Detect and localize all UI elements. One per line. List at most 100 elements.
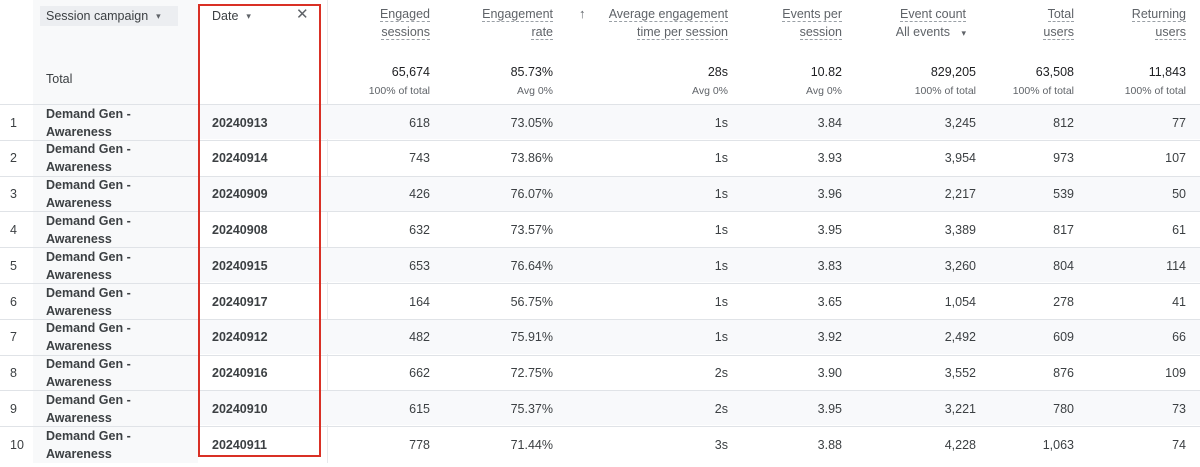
header-events-per-session[interactable]: Events per session bbox=[782, 7, 842, 40]
sort-ascending-arrow-icon[interactable]: ↑ bbox=[579, 6, 586, 21]
cell-session-campaign: Demand Gen - Awareness bbox=[46, 213, 131, 246]
row-background bbox=[198, 319, 1200, 354]
cell-engagement-rate: 75.91% bbox=[510, 330, 553, 345]
remove-dimension-close-icon[interactable]: ✕ bbox=[296, 6, 309, 23]
header-returning-users[interactable]: Returning users bbox=[1131, 7, 1186, 40]
session-campaign-label: Session campaign bbox=[46, 9, 149, 23]
cell-events-per-session: 3.93 bbox=[817, 151, 842, 166]
cell-event-count: 3,954 bbox=[944, 151, 976, 166]
cell-returning-users: 109 bbox=[1165, 366, 1186, 381]
cell-engaged-sessions: 653 bbox=[409, 258, 430, 273]
cell-total-users: 876 bbox=[1053, 366, 1074, 381]
table-row[interactable]: 3 Demand Gen - Awareness 20240909 426 76.07%… bbox=[0, 175, 1200, 211]
cell-engagement-rate: 76.07% bbox=[510, 187, 553, 202]
dimension-metric-divider bbox=[327, 0, 328, 463]
cell-date: 20240909 bbox=[212, 187, 268, 202]
cell-engaged-sessions: 426 bbox=[409, 187, 430, 202]
cell-events-per-session: 3.88 bbox=[817, 437, 842, 452]
table-row[interactable]: 5 Demand Gen - Awareness 20240915 653 76.64%… bbox=[0, 247, 1200, 283]
total-event-count: 829,205 100% of total bbox=[914, 65, 976, 97]
cell-returning-users: 77 bbox=[1172, 115, 1186, 130]
cell-session-campaign: Demand Gen - Awareness bbox=[46, 428, 131, 461]
cell-engaged-sessions: 662 bbox=[409, 366, 430, 381]
chevron-down-icon: ▾ bbox=[246, 10, 251, 21]
event-filter-selector[interactable]: All events ▾ bbox=[895, 25, 966, 39]
table-row[interactable]: 8 Demand Gen - Awareness 20240916 662 72.75%… bbox=[0, 354, 1200, 390]
row-index: 2 bbox=[10, 151, 17, 166]
cell-engaged-sessions: 615 bbox=[409, 401, 430, 416]
row-index: 9 bbox=[10, 401, 17, 416]
cell-date: 20240914 bbox=[212, 151, 268, 166]
cell-date: 20240910 bbox=[212, 401, 268, 416]
cell-average-engagement-time: 1s bbox=[714, 187, 728, 202]
table-row[interactable]: 9 Demand Gen - Awareness 20240910 615 75.37%… bbox=[0, 390, 1200, 426]
table-row[interactable]: 4 Demand Gen - Awareness 20240908 632 73.57%… bbox=[0, 211, 1200, 246]
cell-total-users: 539 bbox=[1053, 187, 1074, 202]
cell-event-count: 4,228 bbox=[944, 437, 976, 452]
header-engaged-sessions[interactable]: Engaged sessions bbox=[379, 7, 430, 40]
cell-event-count: 3,260 bbox=[944, 258, 976, 273]
total-total-users: 63,508 100% of total bbox=[1012, 65, 1074, 97]
header-engagement-rate[interactable]: Engagement rate bbox=[482, 7, 553, 40]
totals-label: Total bbox=[46, 72, 73, 86]
campaign-column-background bbox=[33, 0, 198, 463]
cell-total-users: 804 bbox=[1053, 258, 1074, 273]
cell-session-campaign: Demand Gen - Awareness bbox=[46, 178, 131, 211]
cell-total-users: 812 bbox=[1053, 115, 1074, 130]
cell-event-count: 2,492 bbox=[944, 330, 976, 345]
cell-returning-users: 66 bbox=[1172, 330, 1186, 345]
table-row[interactable]: 1 Demand Gen - Awareness 20240913 618 73.05%… bbox=[0, 104, 1200, 139]
date-column-highlight-box bbox=[198, 4, 321, 457]
cell-events-per-session: 3.65 bbox=[817, 294, 842, 309]
table-row[interactable]: 7 Demand Gen - Awareness 20240912 482 75.91%… bbox=[0, 318, 1200, 354]
cell-returning-users: 50 bbox=[1172, 187, 1186, 202]
cell-events-per-session: 3.83 bbox=[817, 258, 842, 273]
cell-date: 20240915 bbox=[212, 258, 268, 273]
cell-average-engagement-time: 1s bbox=[714, 294, 728, 309]
cell-session-campaign: Demand Gen - Awareness bbox=[46, 106, 131, 139]
cell-average-engagement-time: 1s bbox=[714, 258, 728, 273]
cell-average-engagement-time: 1s bbox=[714, 222, 728, 237]
row-index: 8 bbox=[10, 366, 17, 381]
cell-total-users: 973 bbox=[1053, 151, 1074, 166]
cell-engagement-rate: 72.75% bbox=[510, 366, 553, 381]
header-event-count[interactable]: Event count All events ▾ bbox=[872, 5, 966, 42]
cell-event-count: 3,389 bbox=[944, 222, 976, 237]
header-total-users[interactable]: Total users bbox=[1043, 7, 1074, 40]
cell-events-per-session: 3.96 bbox=[817, 187, 842, 202]
cell-returning-users: 73 bbox=[1172, 401, 1186, 416]
row-background bbox=[198, 248, 1200, 283]
table-row[interactable]: 10 Demand Gen - Awareness 20240911 778 71.44… bbox=[0, 426, 1200, 461]
total-events-per-session: 10.82 Avg 0% bbox=[806, 65, 842, 97]
cell-event-count: 3,552 bbox=[944, 366, 976, 381]
cell-engaged-sessions: 482 bbox=[409, 330, 430, 345]
cell-average-engagement-time: 1s bbox=[714, 151, 728, 166]
date-dimension-selector[interactable]: Date ▾ bbox=[212, 6, 251, 26]
cell-engagement-rate: 73.57% bbox=[510, 222, 553, 237]
cell-event-count: 3,221 bbox=[944, 401, 976, 416]
cell-engaged-sessions: 164 bbox=[409, 294, 430, 309]
cell-returning-users: 61 bbox=[1172, 222, 1186, 237]
session-campaign-dimension-selector[interactable]: Session campaign ▾ bbox=[40, 6, 178, 26]
total-returning-users: 11,843 100% of total bbox=[1124, 65, 1186, 97]
cell-engaged-sessions: 743 bbox=[409, 151, 430, 166]
cell-date: 20240916 bbox=[212, 366, 268, 381]
row-background bbox=[198, 176, 1200, 211]
cell-total-users: 609 bbox=[1053, 330, 1074, 345]
cell-engaged-sessions: 618 bbox=[409, 115, 430, 130]
row-background bbox=[198, 391, 1200, 426]
cell-event-count: 3,245 bbox=[944, 115, 976, 130]
row-index: 6 bbox=[10, 294, 17, 309]
table-row[interactable]: 6 Demand Gen - Awareness 20240917 164 56.75%… bbox=[0, 283, 1200, 318]
cell-total-users: 780 bbox=[1053, 401, 1074, 416]
cell-date: 20240912 bbox=[212, 330, 268, 345]
cell-date: 20240913 bbox=[212, 115, 268, 130]
row-index: 5 bbox=[10, 258, 17, 273]
row-index: 1 bbox=[10, 115, 17, 130]
cell-engaged-sessions: 632 bbox=[409, 222, 430, 237]
table-row[interactable]: 2 Demand Gen - Awareness 20240914 743 73.86%… bbox=[0, 139, 1200, 175]
cell-date: 20240917 bbox=[212, 294, 268, 309]
cell-average-engagement-time: 1s bbox=[714, 115, 728, 130]
header-average-engagement-time[interactable]: Average engagement time per session bbox=[608, 7, 728, 40]
cell-date: 20240911 bbox=[212, 437, 267, 452]
